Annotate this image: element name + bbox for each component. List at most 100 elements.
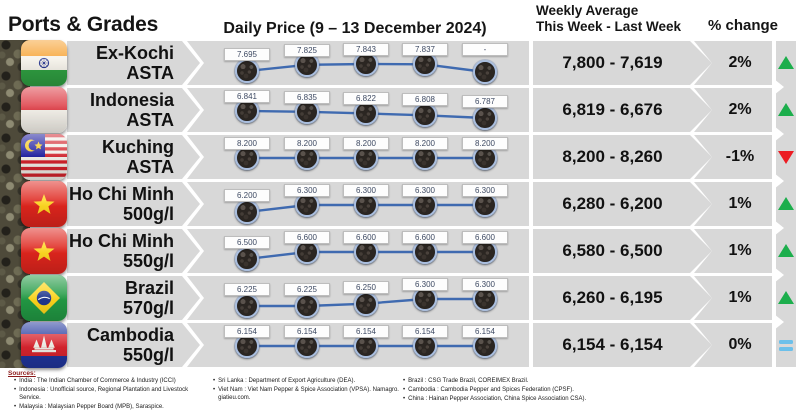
price-point-label: 8.200 [284,137,330,150]
weekly-average-value: 8,200 - 8,260 [562,147,663,166]
port-grade-label: Ho Chi Minh 500g/l [67,182,200,226]
source-item: • Indonesia : Unofficial source, Regional… [14,387,189,401]
price-point-label: 7.843 [343,43,389,56]
trend-up-icon [778,291,794,304]
port-grade-label: Kuching ASTA [67,135,200,179]
daily-sparkline: 7.695 7.825 7.843 7.837 - [203,41,529,85]
price-point-label: 6.154 [343,325,389,338]
row-divider-chevron [774,125,784,142]
trend-up-icon [778,244,794,257]
trend-down-icon [778,151,794,164]
price-point-label: 6.500 [224,235,270,249]
daily-sparkline: 6.841 6.835 6.822 6.808 6.787 [203,88,529,132]
source-item: • Viet Nam : Viet Nam Pepper & Spice Asso… [213,387,399,401]
percent-change-value: 0% [728,336,752,353]
price-point-label: 6.300 [462,184,508,197]
grade-name: 500g/l [122,204,174,224]
weekly-average-cell: 6,580 - 6,500 [533,229,712,273]
weekly-average-cell: 6,260 - 6,195 [533,276,712,320]
price-point-label: 6.600 [343,231,389,244]
daily-sparkline: 6.154 6.154 6.154 6.154 6.154 [203,323,529,367]
grade-name: 550g/l [122,345,174,365]
percent-change-cell: 1% [694,229,772,273]
weekly-average-cell: 8,200 - 8,260 [533,135,712,179]
price-point-label: 6.200 [224,188,270,202]
malaysia-flag-icon [21,134,67,180]
price-row: Kuching ASTA 8.200 8.200 8.200 8.200 8.200 8… [0,134,800,180]
weekly-average-value: 6,819 - 6,676 [562,100,663,119]
percent-change-value: 2% [728,101,752,118]
percent-change-header: % change [707,17,779,34]
row-divider-chevron [774,219,784,236]
weekly-average-value: 6,280 - 6,200 [562,194,663,213]
weekly-average-cell: 6,280 - 6,200 [533,182,712,226]
port-grade-label: Brazil 570g/l [67,276,200,320]
daily-sparkline: 6.200 6.300 6.300 6.300 6.300 [203,182,529,226]
price-point-label: 6.300 [343,184,389,197]
source-item: • China : Hainan Pepper Association, Chin… [403,396,587,402]
weekly-average-value: 6,580 - 6,500 [562,241,663,260]
price-point-label: 7.695 [224,47,270,61]
price-point-label: 6.822 [343,91,389,105]
vietnam-flag-icon [21,181,67,227]
grade-name: ASTA [126,110,174,130]
price-point-label: 6.154 [462,325,508,338]
weekly-average-value: 6,260 - 6,195 [562,288,663,307]
price-point-label: 8.200 [462,137,508,150]
india-flag-icon [21,40,67,86]
price-point-label: 7.837 [402,43,448,57]
grade-name: ASTA [126,157,174,177]
price-point-label: 6.225 [224,282,270,296]
daily-sparkline: 6.225 6.225 6.250 6.300 6.300 [203,276,529,320]
price-point-label: 7.825 [284,43,330,57]
price-point-dot [235,59,259,83]
weekly-average-header-line1: Weekly Average [536,3,639,18]
port-name: Kuching [102,137,174,157]
price-point-label: 6.600 [462,231,508,244]
weekly-average-cell: 6,819 - 6,676 [533,88,712,132]
price-point-label: 6.600 [402,231,448,244]
price-point-label: 6.600 [284,231,330,244]
grade-name: 570g/l [122,298,174,318]
weekly-average-header: Weekly Average This Week - Last Week [536,3,681,35]
percent-change-value: 1% [728,242,752,259]
price-point-dot [295,294,319,318]
price-point-dot [235,294,259,318]
price-point-label: 8.200 [224,137,270,150]
weekly-average-value: 6,154 - 6,154 [562,335,663,354]
price-point-dot [354,291,378,316]
price-point-label: 6.154 [224,325,270,338]
sources-label: Sources: [8,370,36,377]
price-point-label: 6.300 [402,184,448,197]
port-name: Brazil [124,278,174,298]
cambodia-flag-icon [21,322,67,368]
weekly-average-header-line2: This Week - Last Week [536,19,682,34]
price-point-label: 6.225 [284,282,330,296]
vietnam-flag-icon [21,228,67,274]
port-grade-label: Ex-Kochi ASTA [67,41,200,85]
price-row: Ho Chi Minh 500g/l 6.200 6.300 6.300 6.300 6… [0,181,800,227]
sources-column-3: • Brazil : CSG Trade Brazil, COREIMEX Bra… [403,378,628,405]
daily-sparkline: 8.200 8.200 8.200 8.200 8.200 [203,135,529,179]
daily-sparkline: 6.500 6.600 6.600 6.600 6.600 [203,229,529,273]
price-point-label: 6.841 [224,90,270,103]
port-name: Ex-Kochi [95,43,174,63]
price-row: Ex-Kochi ASTA 7.695 7.825 7.843 7.837 - 7,80… [0,40,800,86]
trend-indicator-strip [774,41,796,367]
trend-up-icon [778,197,794,210]
percent-change-value: 2% [728,54,752,71]
price-point-label: 6.300 [284,184,330,197]
source-item: • Malaysia : Malaysian Pepper Board (MPB)… [14,403,164,410]
port-grade-label: Ho Chi Minh 550g/l [67,229,200,273]
price-row: Cambodia 550g/l 6.154 6.154 6.154 6.154 6.15… [0,322,800,368]
price-point-label: 8.200 [402,137,448,150]
price-point-dot [473,60,497,84]
port-name: Indonesia [89,90,174,110]
weekly-average-cell: 7,800 - 7,619 [533,41,712,85]
port-name: Ho Chi Minh [69,184,174,204]
source-item: • India : The Indian Chamber of Commerce … [14,378,176,384]
trend-up-icon [778,103,794,116]
row-divider-chevron [774,313,784,330]
price-point-label: 6.808 [402,92,448,106]
price-row: Brazil 570g/l 6.225 6.225 6.250 6.300 6.300 … [0,275,800,321]
